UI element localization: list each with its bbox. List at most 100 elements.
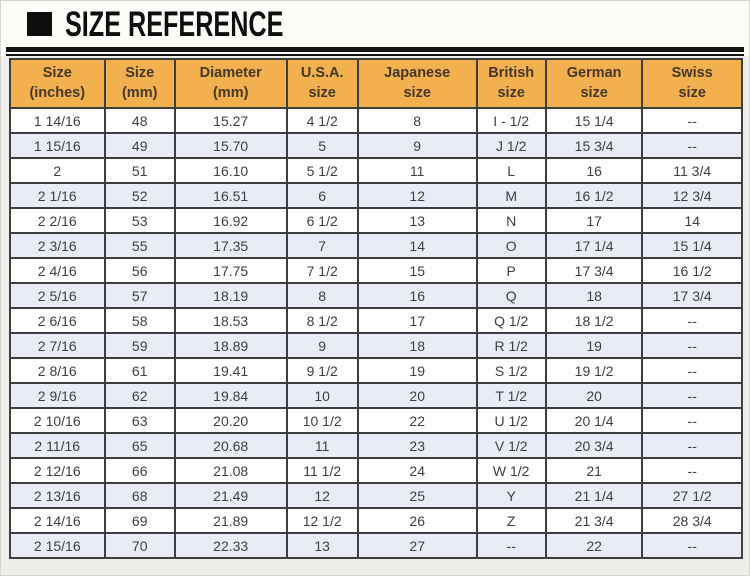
cell: -- — [641, 532, 743, 560]
table-row: 2 10/16 63 20.20 10 1/2 22 U 1/2 20 1/4 -- — [9, 407, 743, 435]
table-row: 2 14/16 69 21.89 12 1/2 26 Z 21 3/4 28 3/4 — [9, 507, 743, 535]
cell: 18 — [544, 282, 644, 310]
cell: 59 — [103, 332, 176, 360]
cell: 16 1/2 — [544, 182, 644, 210]
cell: 2 3/16 — [9, 232, 106, 260]
cell: N — [475, 207, 547, 235]
cell: 21 3/4 — [544, 507, 644, 535]
cell: 21 — [544, 457, 644, 485]
cell: 20.20 — [173, 407, 288, 435]
column-header-size-inches: Size (inches) — [9, 57, 106, 110]
cell: 5 — [285, 132, 359, 160]
page-title: SIZE REFERENCE — [65, 4, 284, 44]
cell: 58 — [103, 307, 176, 335]
cell: 18 — [356, 332, 478, 360]
column-header-usa-size: U.S.A. size — [285, 57, 359, 110]
cell: 8 — [356, 107, 478, 135]
cell: I - 1/2 — [475, 107, 547, 135]
cell: 51 — [103, 157, 176, 185]
table-row: 1 15/16 49 15.70 5 9 J 1/2 15 3/4 -- — [9, 132, 743, 160]
cell: 9 — [356, 132, 478, 160]
cell: 7 — [285, 232, 359, 260]
cell: 10 — [285, 382, 359, 410]
cell: 1 14/16 — [9, 107, 106, 135]
cell: 8 1/2 — [285, 307, 359, 335]
cell: 2 9/16 — [9, 382, 106, 410]
cell: 18.89 — [173, 332, 288, 360]
column-header-size-mm: Size (mm) — [103, 57, 176, 110]
column-header-british-size: British size — [475, 57, 547, 110]
title-section: SIZE REFERENCE — [1, 1, 749, 56]
cell: 21.49 — [173, 482, 288, 510]
cell: 20 3/4 — [544, 432, 644, 460]
cell: 20.68 — [173, 432, 288, 460]
cell: M — [475, 182, 547, 210]
cell: 19.41 — [173, 357, 288, 385]
cell: 21.89 — [173, 507, 288, 535]
table-row: 2 8/16 61 19.41 9 1/2 19 S 1/2 19 1/2 -- — [9, 357, 743, 385]
cell: 16 1/2 — [641, 257, 743, 285]
cell: -- — [641, 132, 743, 160]
cell: 7 1/2 — [285, 257, 359, 285]
cell: 12 — [285, 482, 359, 510]
cell: J 1/2 — [475, 132, 547, 160]
table-row: 2 11/16 65 20.68 11 23 V 1/2 20 3/4 -- — [9, 432, 743, 460]
cell: U 1/2 — [475, 407, 547, 435]
cell: 52 — [103, 182, 176, 210]
cell: 2 8/16 — [9, 357, 106, 385]
cell: 53 — [103, 207, 176, 235]
cell: 68 — [103, 482, 176, 510]
cell: T 1/2 — [475, 382, 547, 410]
cell: 55 — [103, 232, 176, 260]
table-row: 2 7/16 59 18.89 9 18 R 1/2 19 -- — [9, 332, 743, 360]
cell: 18.19 — [173, 282, 288, 310]
cell: -- — [641, 432, 743, 460]
cell: Q 1/2 — [475, 307, 547, 335]
cell: 20 1/4 — [544, 407, 644, 435]
cell: 14 — [641, 207, 743, 235]
cell: 18.53 — [173, 307, 288, 335]
cell: Z — [475, 507, 547, 535]
cell: 16 — [544, 157, 644, 185]
cell: 9 — [285, 332, 359, 360]
cell: 63 — [103, 407, 176, 435]
cell: 12 1/2 — [285, 507, 359, 535]
cell: 11 1/2 — [285, 457, 359, 485]
column-header-german-size: German size — [544, 57, 644, 110]
cell: 15 3/4 — [544, 132, 644, 160]
cell: 15 1/4 — [544, 107, 644, 135]
cell: 15 — [356, 257, 478, 285]
cell: 56 — [103, 257, 176, 285]
table-row: 2 51 16.10 5 1/2 11 L 16 11 3/4 — [9, 157, 743, 185]
cell: -- — [475, 532, 547, 560]
cell: 16.51 — [173, 182, 288, 210]
table-area: Size (inches) Size (mm) Diameter (mm) U.S.A. si… — [1, 56, 749, 575]
cell: 16 — [356, 282, 478, 310]
cell: 2 5/16 — [9, 282, 106, 310]
cell: 2 15/16 — [9, 532, 106, 560]
cell: L — [475, 157, 547, 185]
cell: 26 — [356, 507, 478, 535]
cell: 28 3/4 — [641, 507, 743, 535]
cell: 2 13/16 — [9, 482, 106, 510]
column-header-swiss-size: Swiss size — [641, 57, 743, 110]
cell: 20 — [544, 382, 644, 410]
cell: 70 — [103, 532, 176, 560]
cell: 11 — [285, 432, 359, 460]
cell: 69 — [103, 507, 176, 535]
table-row: 2 3/16 55 17.35 7 14 O 17 1/4 15 1/4 — [9, 232, 743, 260]
cell: 2 14/16 — [9, 507, 106, 535]
cell: -- — [641, 307, 743, 335]
cell: 19.84 — [173, 382, 288, 410]
cell: 1 15/16 — [9, 132, 106, 160]
cell: 2 6/16 — [9, 307, 106, 335]
cell: 49 — [103, 132, 176, 160]
cell: 22.33 — [173, 532, 288, 560]
table-header-row: Size (inches) Size (mm) Diameter (mm) U.S.A. si… — [9, 57, 743, 110]
cell: 5 1/2 — [285, 157, 359, 185]
cell: 18 1/2 — [544, 307, 644, 335]
cell: -- — [641, 382, 743, 410]
cell: 4 1/2 — [285, 107, 359, 135]
table-row: 2 9/16 62 19.84 10 20 T 1/2 20 -- — [9, 382, 743, 410]
